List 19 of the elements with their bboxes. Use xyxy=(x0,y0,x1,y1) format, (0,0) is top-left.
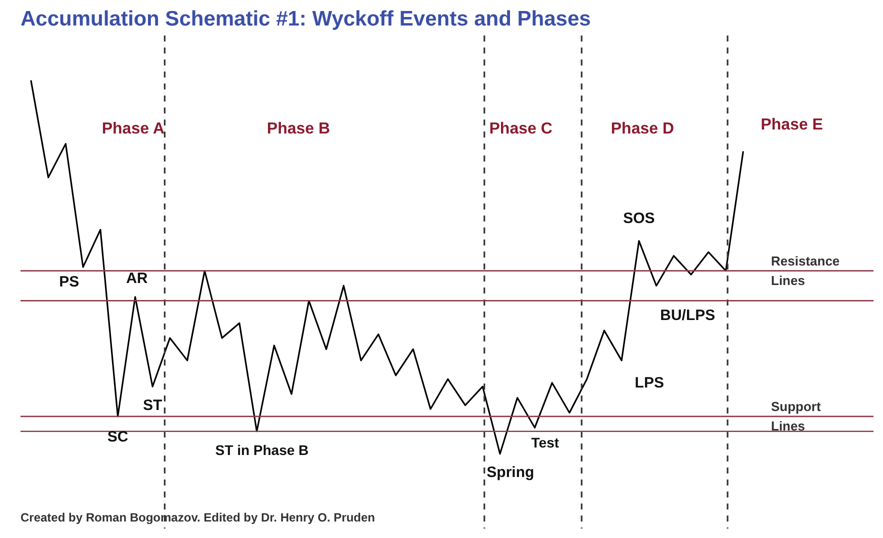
annotation: Phase B xyxy=(266,120,330,138)
annotation: PS xyxy=(59,274,80,290)
annotation: ST in Phase B xyxy=(215,442,309,458)
ref-line-label: Support Lines xyxy=(771,399,822,434)
annotation: BU/LPS xyxy=(660,307,716,324)
text: Phase E xyxy=(760,116,824,134)
annotation: ST xyxy=(142,396,162,414)
text: Spring xyxy=(486,464,534,481)
annotation: AR xyxy=(126,270,148,287)
annotation: LPS xyxy=(634,374,664,392)
annotation: Phase C xyxy=(489,120,553,138)
text: Created by Roman Bogomazov. Edited by Dr. Henry O. Pruden xyxy=(20,510,376,524)
annotation: SC xyxy=(107,428,128,446)
annotation: Test xyxy=(531,434,560,451)
chart-title: Accumulation Schematic #1: Wyckoff Events and Phases xyxy=(20,8,591,30)
annotation: Phase A xyxy=(102,120,165,138)
ref-line-label: Resistance Lines xyxy=(771,254,840,288)
annotation: SOS xyxy=(623,210,655,228)
annotation: Phase D xyxy=(610,120,674,138)
